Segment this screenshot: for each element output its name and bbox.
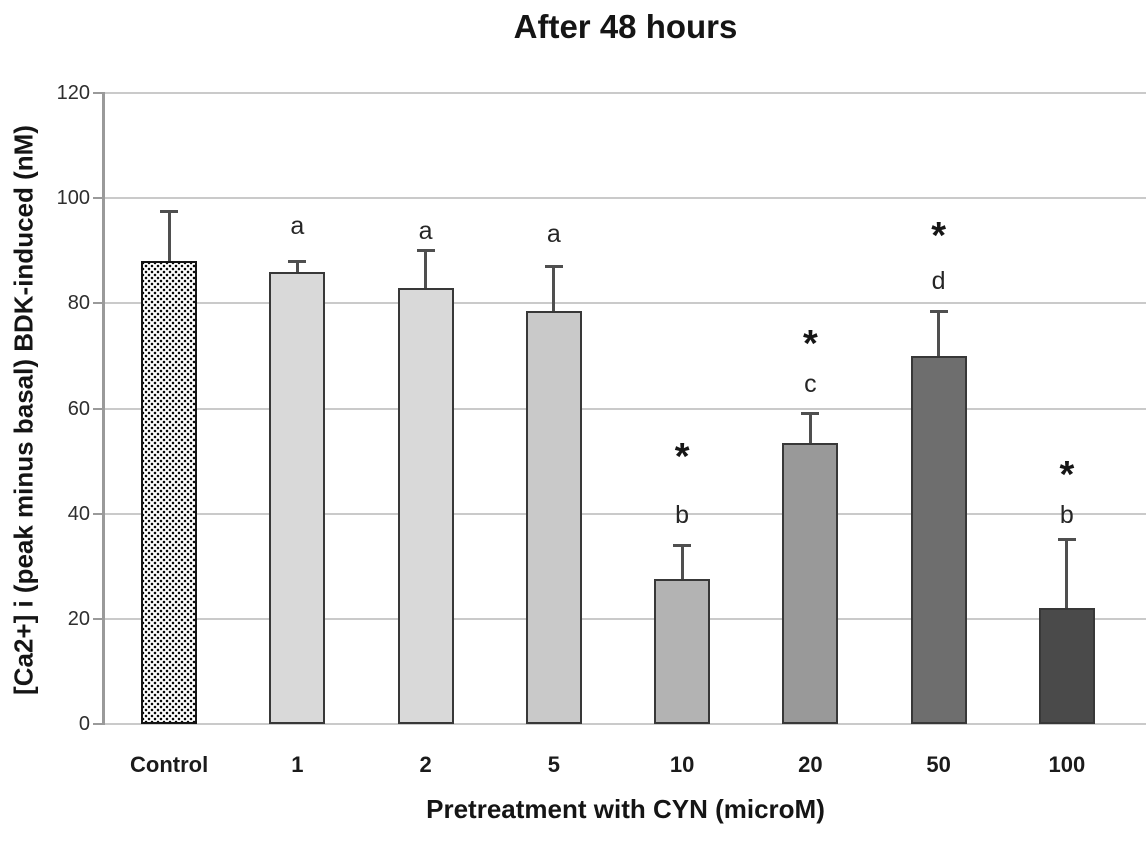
gridline xyxy=(105,407,1146,410)
significance-letter: b xyxy=(1059,501,1074,530)
significance-asterisk: * xyxy=(931,214,947,257)
bar-5 xyxy=(525,311,582,724)
bar-control xyxy=(141,261,198,724)
x-tick-label: 20 xyxy=(798,752,823,777)
error-bar xyxy=(680,545,684,580)
y-tick-label: 0 xyxy=(78,713,90,735)
x-axis-title: Pretreatment with CYN (microM) xyxy=(426,794,825,824)
error-bar-cap xyxy=(416,249,435,253)
significance-letter: c xyxy=(804,369,817,398)
bar-20 xyxy=(782,442,839,724)
error-bar xyxy=(808,413,812,443)
error-bar xyxy=(552,266,556,312)
x-tick-label: 10 xyxy=(669,752,695,777)
error-bar-cap xyxy=(544,265,563,269)
error-bar-cap xyxy=(929,309,948,313)
significance-letter: a xyxy=(418,217,433,246)
error-bar-cap xyxy=(673,543,692,547)
gridline xyxy=(105,302,1146,305)
y-tick-label: 40 xyxy=(67,502,90,525)
gridline xyxy=(105,512,1146,515)
plot-area: Control 1 2 5 10 20 50 100 a a a * b * c * d * b xyxy=(93,92,1146,777)
error-bar xyxy=(937,311,941,356)
y-axis-tick xyxy=(93,92,102,94)
y-axis-tick xyxy=(93,512,102,515)
error-bar-cap xyxy=(1057,538,1076,542)
x-tick-label: 50 xyxy=(926,752,951,777)
error-bar xyxy=(167,211,171,262)
chart-title: After 48 hours xyxy=(513,8,738,45)
significance-asterisk: * xyxy=(674,435,690,478)
significance-letter: b xyxy=(675,501,690,530)
bar-100 xyxy=(1038,608,1095,724)
error-bar-cap xyxy=(288,259,307,263)
y-tick-label: 120 xyxy=(56,82,90,104)
y-axis-tick xyxy=(93,407,102,410)
y-axis-tick xyxy=(93,723,102,725)
significance-letter: a xyxy=(290,212,305,241)
bar-50 xyxy=(910,355,967,724)
error-bar-cap xyxy=(160,209,179,213)
gridline xyxy=(105,617,1146,620)
significance-letter: d xyxy=(931,267,946,296)
y-tick-label: 100 xyxy=(56,187,90,210)
x-tick-label: 2 xyxy=(419,752,432,777)
y-axis-tick xyxy=(93,197,102,200)
significance-asterisk: * xyxy=(1059,453,1075,496)
y-axis-tick xyxy=(93,617,102,620)
y-axis-line xyxy=(102,92,105,725)
y-tick-label: 60 xyxy=(67,397,90,420)
bar-1 xyxy=(269,271,326,724)
y-axis-tick xyxy=(93,302,102,305)
x-tick-label: 100 xyxy=(1048,752,1086,777)
gridline xyxy=(105,197,1146,200)
x-tick-label: Control xyxy=(130,752,209,777)
error-bar xyxy=(424,250,428,288)
error-bar xyxy=(1065,539,1069,609)
error-bar xyxy=(295,261,299,272)
y-tick-label: 20 xyxy=(67,607,90,630)
error-bar-cap xyxy=(801,412,820,416)
gridline xyxy=(105,92,1146,94)
significance-asterisk: * xyxy=(802,322,818,365)
bar-10 xyxy=(654,579,711,724)
x-tick-label: 1 xyxy=(291,752,304,777)
x-tick-label: 5 xyxy=(547,752,560,777)
bar-2 xyxy=(397,287,454,724)
y-tick-label: 80 xyxy=(67,292,90,315)
gridline xyxy=(105,723,1146,725)
significance-letter: a xyxy=(546,219,561,248)
